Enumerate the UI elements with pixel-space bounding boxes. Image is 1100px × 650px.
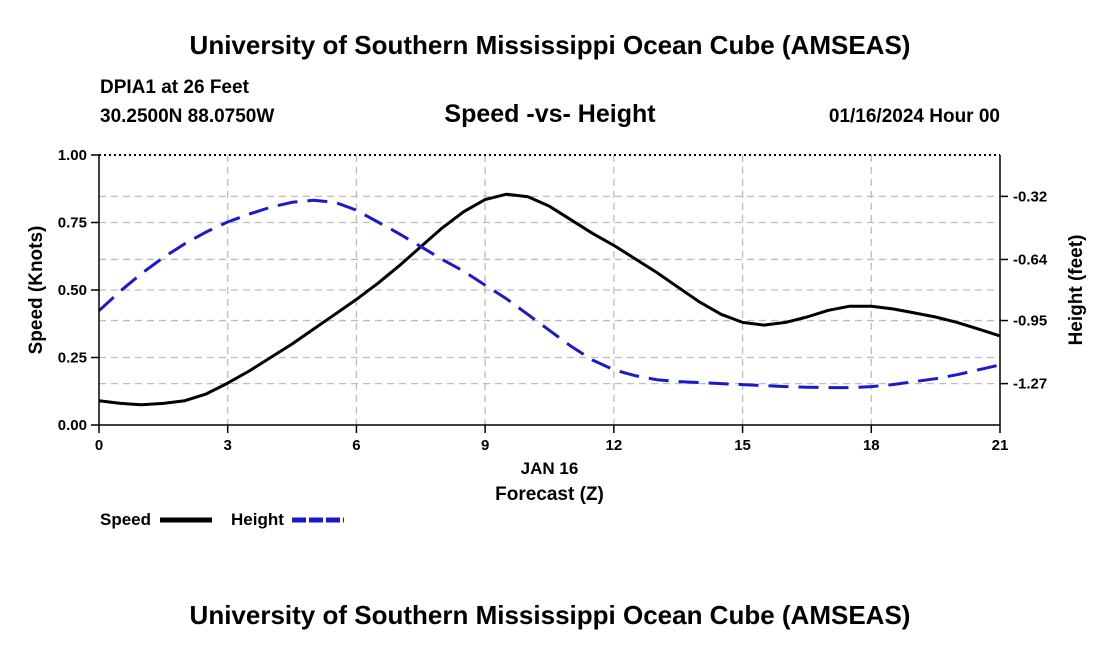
- x-tick-label: 12: [606, 437, 623, 454]
- left-tick-label: 0.75: [58, 215, 87, 232]
- left-tick-label: 0.25: [58, 350, 87, 367]
- page-title: University of Southern Mississippi Ocean…: [189, 30, 911, 60]
- height-series-line: [97, 198, 1001, 390]
- axes-layer: [91, 154, 1008, 433]
- x-tick-label: 3: [224, 437, 232, 454]
- station-label: DPIA1 at 26 Feet: [100, 77, 249, 98]
- x-axis-title: Forecast (Z): [495, 484, 604, 505]
- right-tick-label: -0.64: [1013, 251, 1048, 268]
- grid-layer: [99, 155, 1000, 425]
- forecast-datetime: 01/16/2024 Hour 00: [828, 106, 1000, 127]
- labels-layer: 0 3 6 9 12 15 18 21 0.00 0.25 0.50 0.75 1.00 -1.27 -0.…: [26, 147, 1087, 505]
- x-tick-label: 9: [481, 437, 489, 454]
- left-tick-label: 1.00: [58, 147, 87, 164]
- x-tick-label: 15: [734, 437, 751, 454]
- right-axis-title: Height (feet): [1066, 235, 1087, 346]
- speed-series-line: [98, 192, 1001, 407]
- legend-label-height: Height: [231, 510, 284, 529]
- chart-title: Speed -vs- Height: [444, 100, 656, 128]
- series-layer: [97, 192, 1001, 407]
- x-axis-date-label: JAN 16: [521, 459, 579, 478]
- coordinates-label: 30.2500N 88.0750W: [100, 106, 275, 127]
- footer-title: University of Southern Mississippi Ocean…: [189, 600, 911, 630]
- left-tick-label: 0.00: [58, 417, 87, 434]
- x-tick-label: 6: [352, 437, 360, 454]
- legend: Speed Height: [100, 510, 344, 529]
- x-tick-label: 18: [863, 437, 880, 454]
- left-axis-title: Speed (Knots): [26, 226, 47, 355]
- right-tick-label: -0.32: [1013, 188, 1047, 205]
- legend-label-speed: Speed: [100, 510, 151, 529]
- right-tick-label: -1.27: [1013, 376, 1047, 393]
- x-tick-label: 0: [95, 437, 103, 454]
- x-tick-label: 21: [992, 437, 1009, 454]
- right-tick-label: -0.95: [1013, 313, 1047, 330]
- left-tick-label: 0.50: [58, 282, 87, 299]
